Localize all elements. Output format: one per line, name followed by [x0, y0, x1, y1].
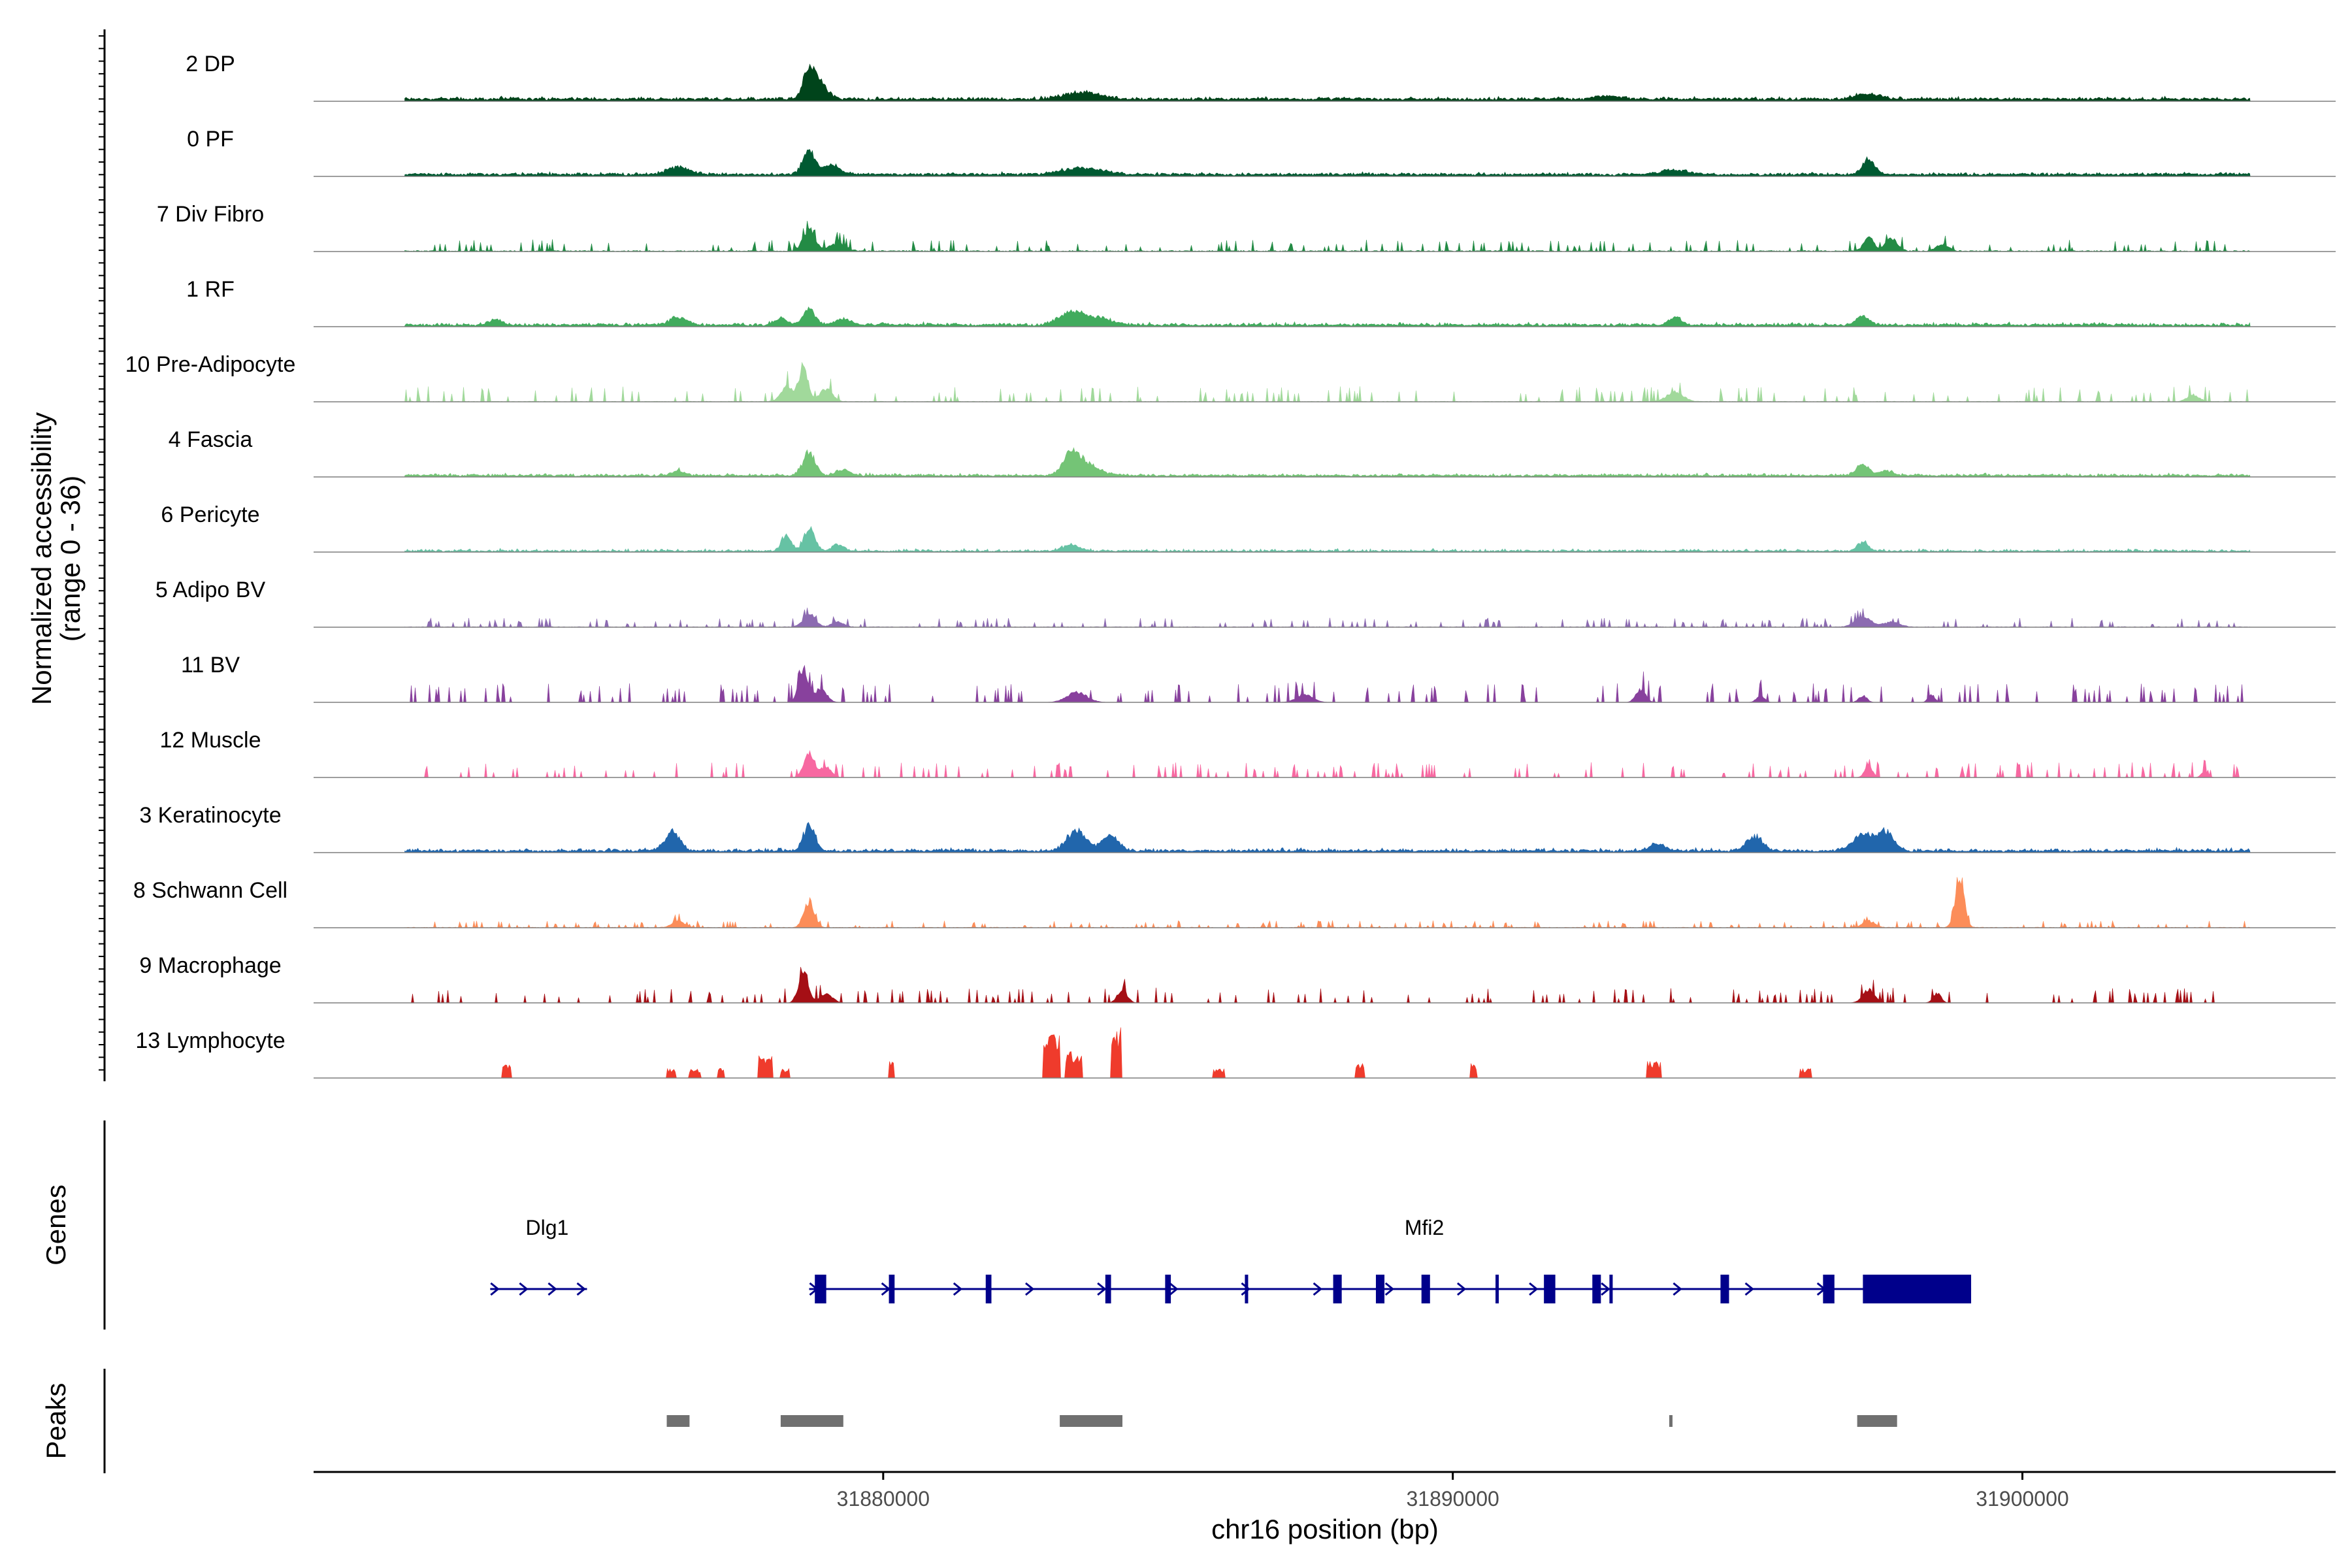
exon — [1544, 1275, 1556, 1303]
coverage-area — [404, 664, 2251, 703]
track-label: 13 Lymphocyte — [135, 1028, 285, 1053]
coverage-area — [404, 967, 2251, 1004]
coverage-area — [404, 149, 2251, 177]
track-label: 10 Pre-Adipocyte — [125, 352, 296, 377]
peak-region — [1857, 1415, 1897, 1427]
strand-arrow — [953, 1282, 963, 1296]
exon — [1720, 1275, 1729, 1303]
strand-arrow — [1601, 1282, 1610, 1296]
track-label: 3 Keratinocyte — [139, 803, 281, 828]
track-label: 7 Div Fibro — [157, 202, 264, 227]
x-tick-label: 31900000 — [1976, 1487, 2068, 1511]
exon — [1495, 1275, 1499, 1303]
exon — [1823, 1275, 1835, 1303]
coverage-area — [404, 822, 2251, 853]
track-label: 9 Macrophage — [139, 953, 281, 978]
track-label: 0 PF — [187, 127, 234, 152]
strand-arrow — [490, 1282, 500, 1296]
track-0-pf: 0 PF — [187, 127, 2336, 177]
strand-arrow — [1097, 1282, 1107, 1296]
x-axis-ticks: 31880000 31890000 31900000 — [837, 1472, 2069, 1511]
exon — [815, 1275, 826, 1303]
track-label: 4 Fascia — [169, 427, 253, 452]
strand-arrow — [1241, 1282, 1250, 1296]
track-9-macrophage: 9 Macrophage — [139, 953, 2336, 1004]
coverage-tracks: 2 DP 0 PF 7 Div Fibro 1 RF 10 Pre-Adipocyte 4… — [125, 52, 2336, 1079]
coverage-area — [404, 1027, 2251, 1079]
track-10-pre-adipocyte: 10 Pre-Adipocyte — [125, 352, 2336, 402]
track-1-rf: 1 RF — [186, 277, 2336, 327]
track-12-muscle: 12 Muscle — [160, 728, 2336, 778]
strand-arrow — [1169, 1282, 1179, 1296]
track-11-bv: 11 BV — [181, 653, 2336, 703]
coverage-area — [404, 447, 2251, 478]
coverage-area — [404, 525, 2251, 553]
track-label: 5 Adipo BV — [155, 578, 266, 602]
track-6-pericyte: 6 Pericyte — [161, 502, 2336, 553]
exon — [1105, 1275, 1111, 1303]
exon — [1609, 1275, 1613, 1303]
gene-annotations: Dlg1 Mfi2 — [490, 1216, 1972, 1303]
track-label: 6 Pericyte — [161, 502, 259, 527]
strand-arrow — [1744, 1282, 1754, 1296]
strand-arrow — [1456, 1282, 1467, 1296]
peak-region — [1060, 1415, 1122, 1427]
gene-name: Dlg1 — [526, 1216, 569, 1239]
y-axis-title-line2: (range 0 - 36) — [55, 476, 86, 642]
track-label: 8 Schwann Cell — [133, 878, 287, 903]
exon — [1863, 1275, 1972, 1303]
peaks-axis-title: Peaks — [41, 1383, 71, 1460]
gene-dlg1: Dlg1 — [490, 1216, 587, 1296]
track-3-keratinocyte: 3 Keratinocyte — [139, 803, 2336, 853]
axes: Normalized accessibility (range 0 - 36) … — [26, 29, 2336, 1544]
peak-region — [780, 1415, 843, 1427]
x-tick-label: 31880000 — [837, 1487, 930, 1511]
gene-name: Mfi2 — [1405, 1216, 1444, 1239]
strand-arrow — [1313, 1282, 1322, 1296]
exon — [1165, 1275, 1171, 1303]
coverage-area — [404, 63, 2251, 102]
strand-arrow — [1673, 1282, 1682, 1296]
exon — [889, 1275, 895, 1303]
track-7-div-fibro: 7 Div Fibro — [157, 202, 2336, 252]
peak-region — [666, 1415, 690, 1427]
peak-annotations — [666, 1415, 1897, 1427]
exon — [1333, 1275, 1342, 1303]
coverage-area — [404, 877, 2251, 929]
track-8-schwann-cell: 8 Schwann Cell — [133, 877, 2336, 929]
strand-arrow — [1529, 1282, 1539, 1296]
track-label: 1 RF — [186, 277, 235, 302]
coverage-area — [404, 306, 2251, 327]
strand-arrow — [547, 1282, 557, 1296]
coverage-area — [404, 361, 2251, 402]
coverage-area — [404, 749, 2251, 778]
coverage-area — [404, 608, 2251, 628]
exon — [1421, 1275, 1430, 1303]
track-label: 12 Muscle — [160, 728, 261, 753]
strand-arrow — [576, 1282, 586, 1296]
strand-arrow — [519, 1282, 529, 1296]
track-4-fascia: 4 Fascia — [169, 427, 2336, 478]
x-tick-label: 31890000 — [1406, 1487, 1499, 1511]
x-axis-title: chr16 position (bp) — [1211, 1514, 1439, 1544]
exon — [1592, 1275, 1601, 1303]
y-axis-title-line1: Normalized accessibility — [26, 412, 57, 705]
y-axis-ticks — [99, 35, 105, 1071]
exon — [1375, 1275, 1385, 1303]
gene-mfi2: Mfi2 — [809, 1216, 1972, 1303]
coverage-area — [404, 221, 2251, 252]
strand-arrow — [1025, 1282, 1035, 1296]
exon — [985, 1275, 992, 1303]
track-5-adipo-bv: 5 Adipo BV — [155, 578, 2336, 628]
track-label: 11 BV — [181, 653, 240, 678]
exon — [1245, 1275, 1249, 1303]
peak-region — [1669, 1415, 1673, 1427]
track-13-lymphocyte: 13 Lymphocyte — [135, 1027, 2336, 1079]
strand-arrow — [1384, 1282, 1395, 1296]
genes-axis-title: Genes — [41, 1184, 71, 1266]
track-2-dp: 2 DP — [186, 52, 2336, 102]
track-label: 2 DP — [186, 52, 235, 76]
